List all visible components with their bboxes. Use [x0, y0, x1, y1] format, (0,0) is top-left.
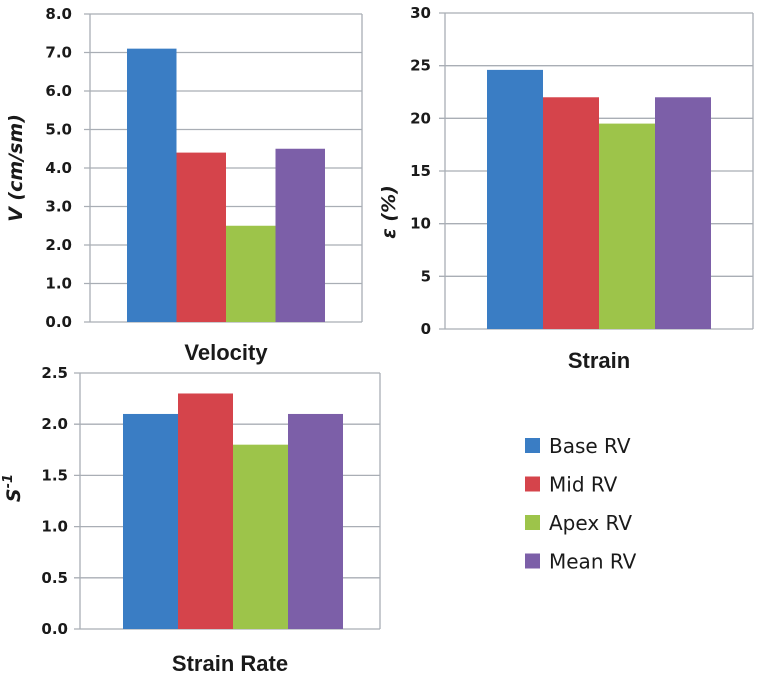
strain-rate-chart: 0.0 0.5 1.0 1.5 2.0 2.5 Strain Rate S-1: [1, 364, 381, 676]
bar-mid-rv: [178, 393, 233, 629]
legend-item: Mean RV: [525, 550, 637, 574]
bar-mean-rv: [275, 148, 325, 322]
legend-swatch: [525, 438, 540, 453]
y-tick-label: 2.5: [41, 364, 68, 382]
velocity-chart: 0.0 1.0 2.0 3.0 4.0 5.0 6.0 7.0 8.0 Velocity V (cm…: [5, 5, 363, 365]
y-tick-label: 7.0: [45, 44, 72, 62]
y-axis-label-text: V (cm/sm): [5, 114, 27, 222]
y-tick-label: 1.0: [41, 518, 68, 536]
y-tick-label: 25: [410, 57, 431, 75]
y-tick-label: 2.0: [41, 415, 68, 433]
y-axis-label-text: ε (%): [378, 185, 400, 239]
bar-base-rv: [127, 48, 177, 323]
y-tick-label: 0: [421, 320, 431, 338]
legend-label: Mean RV: [549, 550, 637, 574]
y-tick-label: 6.0: [45, 82, 72, 100]
legend-swatch: [525, 515, 540, 530]
y-tick-label: 10: [410, 215, 431, 233]
y-tick-label: 0.5: [41, 569, 68, 587]
legend: Base RV Mid RV Apex RV Mean RV: [525, 434, 637, 574]
legend-label: Mid RV: [549, 473, 618, 497]
y-tick-label: 30: [410, 4, 431, 22]
legend-swatch: [525, 553, 540, 569]
y-tick-label: 8.0: [45, 5, 72, 23]
y-tick-label: 15: [410, 162, 431, 180]
y-tick-label: 3.0: [45, 198, 72, 216]
y-axis-label: S-1: [1, 474, 25, 502]
y-tick-label: 20: [410, 109, 431, 127]
bar-mid-rv: [543, 97, 599, 330]
x-axis-label: Strain Rate: [172, 651, 288, 676]
bar-mid-rv: [176, 152, 226, 322]
y-tick-label: 5: [421, 267, 431, 285]
y-tick-label: 2.0: [45, 236, 72, 254]
y-tick-label: 4.0: [45, 159, 72, 177]
legend-swatch: [525, 476, 540, 492]
bar-base-rv: [123, 413, 178, 629]
y-tick-label: 5.0: [45, 121, 72, 139]
bar-apex-rv: [233, 444, 288, 629]
bar-mean-rv: [288, 413, 343, 629]
x-axis-label: Strain: [568, 348, 630, 373]
bar-apex-rv: [599, 123, 655, 329]
legend-item: Base RV: [525, 434, 631, 458]
bar-base-rv: [487, 69, 543, 329]
y-tick-label: 1.0: [45, 275, 72, 293]
strain-chart: 0 5 10 15 20 25 30 Strain ε (%): [378, 4, 754, 373]
legend-label: Base RV: [549, 434, 631, 458]
y-tick-label: 0.0: [45, 313, 72, 331]
y-tick-label: 0.0: [41, 620, 68, 638]
legend-item: Apex RV: [525, 511, 632, 535]
y-tick-label: 1.5: [41, 466, 68, 484]
y-axis-label: ε (%): [378, 185, 400, 239]
bar-mean-rv: [655, 97, 711, 330]
legend-item: Mid RV: [525, 473, 618, 497]
bar-apex-rv: [226, 225, 276, 322]
y-axis-label-superscript: -1: [1, 474, 16, 488]
y-axis-label-text: S: [3, 488, 25, 502]
y-axis-label: V (cm/sm): [5, 114, 27, 222]
legend-label: Apex RV: [549, 511, 632, 535]
x-axis-label: Velocity: [184, 340, 268, 365]
